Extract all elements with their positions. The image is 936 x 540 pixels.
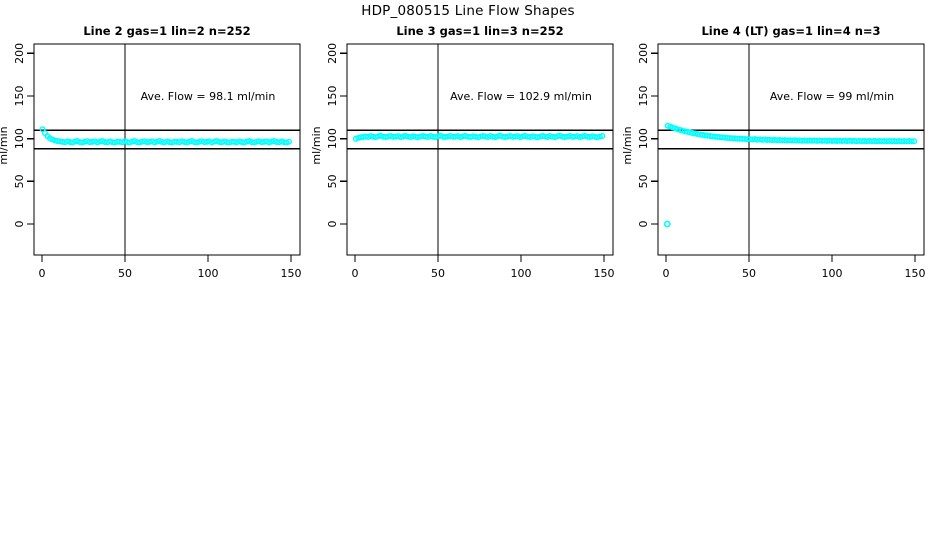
y-tick-label: 100 (637, 128, 650, 149)
x-tick-label: 150 (594, 267, 615, 280)
panel-title: Line 2 gas=1 lin=2 n=252 (83, 24, 250, 38)
y-tick-label: 50 (637, 174, 650, 188)
data-point (908, 138, 915, 145)
panel-title: Line 4 (LT) gas=1 lin=4 n=3 (701, 24, 880, 38)
y-axis-label: ml/min (621, 126, 634, 164)
y-tick-label: 0 (326, 221, 339, 228)
y-tick-label: 100 (326, 128, 339, 149)
average-flow-annotation: Ave. Flow = 102.9 ml/min (450, 90, 592, 103)
y-tick-label: 50 (326, 174, 339, 188)
data-point (599, 133, 606, 140)
data-point (286, 138, 293, 145)
y-tick-label: 150 (637, 86, 650, 107)
y-tick-label: 50 (13, 174, 26, 188)
x-tick-label: 100 (511, 267, 532, 280)
average-flow-annotation: Ave. Flow = 98.1 ml/min (141, 90, 276, 103)
y-tick-label: 200 (326, 43, 339, 64)
x-tick-label: 150 (905, 267, 926, 280)
y-tick-label: 150 (13, 86, 26, 107)
y-axis-label: ml/min (0, 126, 10, 164)
x-tick-label: 50 (742, 267, 756, 280)
y-tick-label: 200 (13, 43, 26, 64)
y-tick-label: 150 (326, 86, 339, 107)
x-tick-label: 0 (352, 267, 359, 280)
x-tick-label: 50 (431, 267, 445, 280)
x-tick-label: 0 (39, 267, 46, 280)
main-title: HDP_080515 Line Flow Shapes (361, 3, 575, 19)
panel-title: Line 3 gas=1 lin=3 n=252 (396, 24, 563, 38)
y-tick-label: 100 (13, 128, 26, 149)
line-flow-figure: Line 2 gas=1 lin=2 n=252 0 50 100 150 200 0 50 1… (0, 24, 926, 280)
y-tick-label: 0 (13, 221, 26, 228)
x-tick-label: 50 (118, 267, 132, 280)
y-tick-label: 200 (637, 43, 650, 64)
data-point (596, 133, 603, 140)
x-tick-label: 100 (198, 267, 219, 280)
x-tick-label: 150 (281, 267, 302, 280)
outlier-data-point (663, 220, 671, 228)
y-axis-label: ml/min (310, 126, 323, 164)
data-point (911, 138, 918, 145)
average-flow-annotation: Ave. Flow = 99 ml/min (770, 90, 894, 103)
y-tick-label: 0 (637, 221, 650, 228)
x-tick-label: 0 (663, 267, 670, 280)
x-tick-label: 100 (822, 267, 843, 280)
